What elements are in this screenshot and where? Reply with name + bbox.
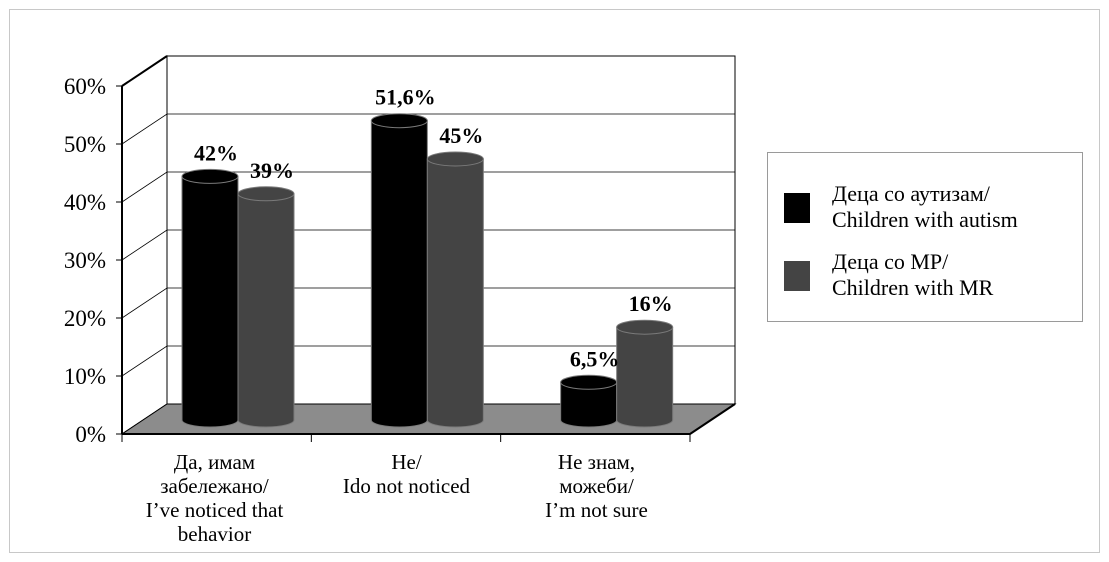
data-label: 45% bbox=[439, 123, 483, 148]
bar-body bbox=[616, 326, 674, 428]
data-label: 39% bbox=[250, 158, 294, 183]
y-tick-label: 60% bbox=[64, 74, 106, 99]
legend-label-mr: Деца со МР/ Children with MR bbox=[832, 249, 994, 300]
x-tick-label-not-noticed: Не/ Ido not noticed bbox=[342, 450, 471, 498]
legend-swatch-mr bbox=[784, 261, 810, 291]
bar-top bbox=[616, 319, 674, 335]
bar-top bbox=[560, 374, 618, 390]
gridline bbox=[121, 287, 735, 319]
legend-item-mr: Деца со МР/ Children with MR bbox=[784, 249, 1072, 301]
y-tick-label: 30% bbox=[64, 248, 106, 273]
legend: Деца со аутизам/ Children with autism Де… bbox=[767, 152, 1083, 322]
bar-body bbox=[426, 158, 484, 428]
bar bbox=[237, 186, 295, 428]
top-edge bbox=[121, 55, 168, 87]
legend-item-autism: Деца со аутизам/ Children with autism bbox=[784, 181, 1072, 233]
axes bbox=[116, 55, 736, 442]
legend-label-autism: Деца со аутизам/ Children with autism bbox=[832, 181, 1018, 232]
bar-body bbox=[181, 175, 239, 428]
bar bbox=[370, 113, 428, 428]
data-label: 6,5% bbox=[570, 346, 620, 371]
y-tick-labels: 0% 10% 20% 30% 40% 50% 60% bbox=[64, 74, 106, 447]
x-tick-label-noticed: Да, имам забележано/ I’ve noticed that b… bbox=[145, 450, 284, 546]
bar bbox=[181, 168, 239, 428]
bar bbox=[426, 151, 484, 428]
y-tick-label: 50% bbox=[64, 132, 106, 157]
data-label: 16% bbox=[629, 291, 673, 316]
gridline bbox=[121, 171, 735, 203]
legend-swatch-autism bbox=[784, 193, 810, 223]
bar bbox=[616, 319, 674, 428]
bar-top bbox=[426, 151, 484, 167]
data-labels: 42% 39% 51,6%45% 6,5% 16% bbox=[194, 85, 673, 372]
bar-body bbox=[237, 193, 295, 428]
bar-body bbox=[560, 381, 618, 428]
gridline bbox=[121, 113, 735, 145]
y-tick-label: 0% bbox=[75, 422, 106, 447]
bar bbox=[560, 374, 618, 428]
gridline bbox=[121, 229, 735, 261]
gridline bbox=[121, 345, 735, 377]
data-label: 42% bbox=[194, 140, 238, 165]
data-label: 51,6% bbox=[375, 85, 436, 110]
bar-top bbox=[237, 186, 295, 202]
y-tick-label: 10% bbox=[64, 364, 106, 389]
bar-top bbox=[181, 168, 239, 184]
floor-edge bbox=[689, 403, 736, 435]
bar-body bbox=[370, 120, 428, 428]
bar-top bbox=[370, 113, 428, 129]
bars bbox=[181, 113, 674, 428]
y-tick-label: 20% bbox=[64, 306, 106, 331]
y-tick-label: 40% bbox=[64, 190, 106, 215]
x-tick-label-not-sure: Не знам, можеби/ I’m not sure bbox=[545, 450, 648, 522]
